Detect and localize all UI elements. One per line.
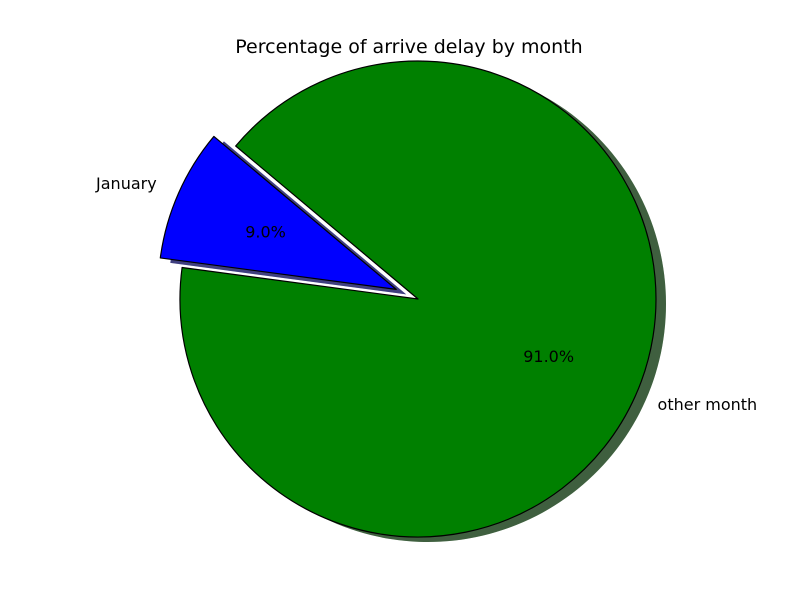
pct-label-other-month: 91.0%	[523, 347, 574, 366]
pct-label-january: 9.0%	[245, 222, 286, 241]
slices	[159, 60, 657, 538]
pie-slice-other-month	[179, 60, 657, 538]
chart-title: Percentage of arrive delay by month	[235, 36, 582, 58]
slice-label-other-month: other month	[658, 395, 758, 414]
slice-labels: 9.0% January 91.0% other month	[95, 174, 757, 414]
slice-label-january: January	[95, 174, 157, 193]
pie-slice-january	[159, 135, 397, 290]
